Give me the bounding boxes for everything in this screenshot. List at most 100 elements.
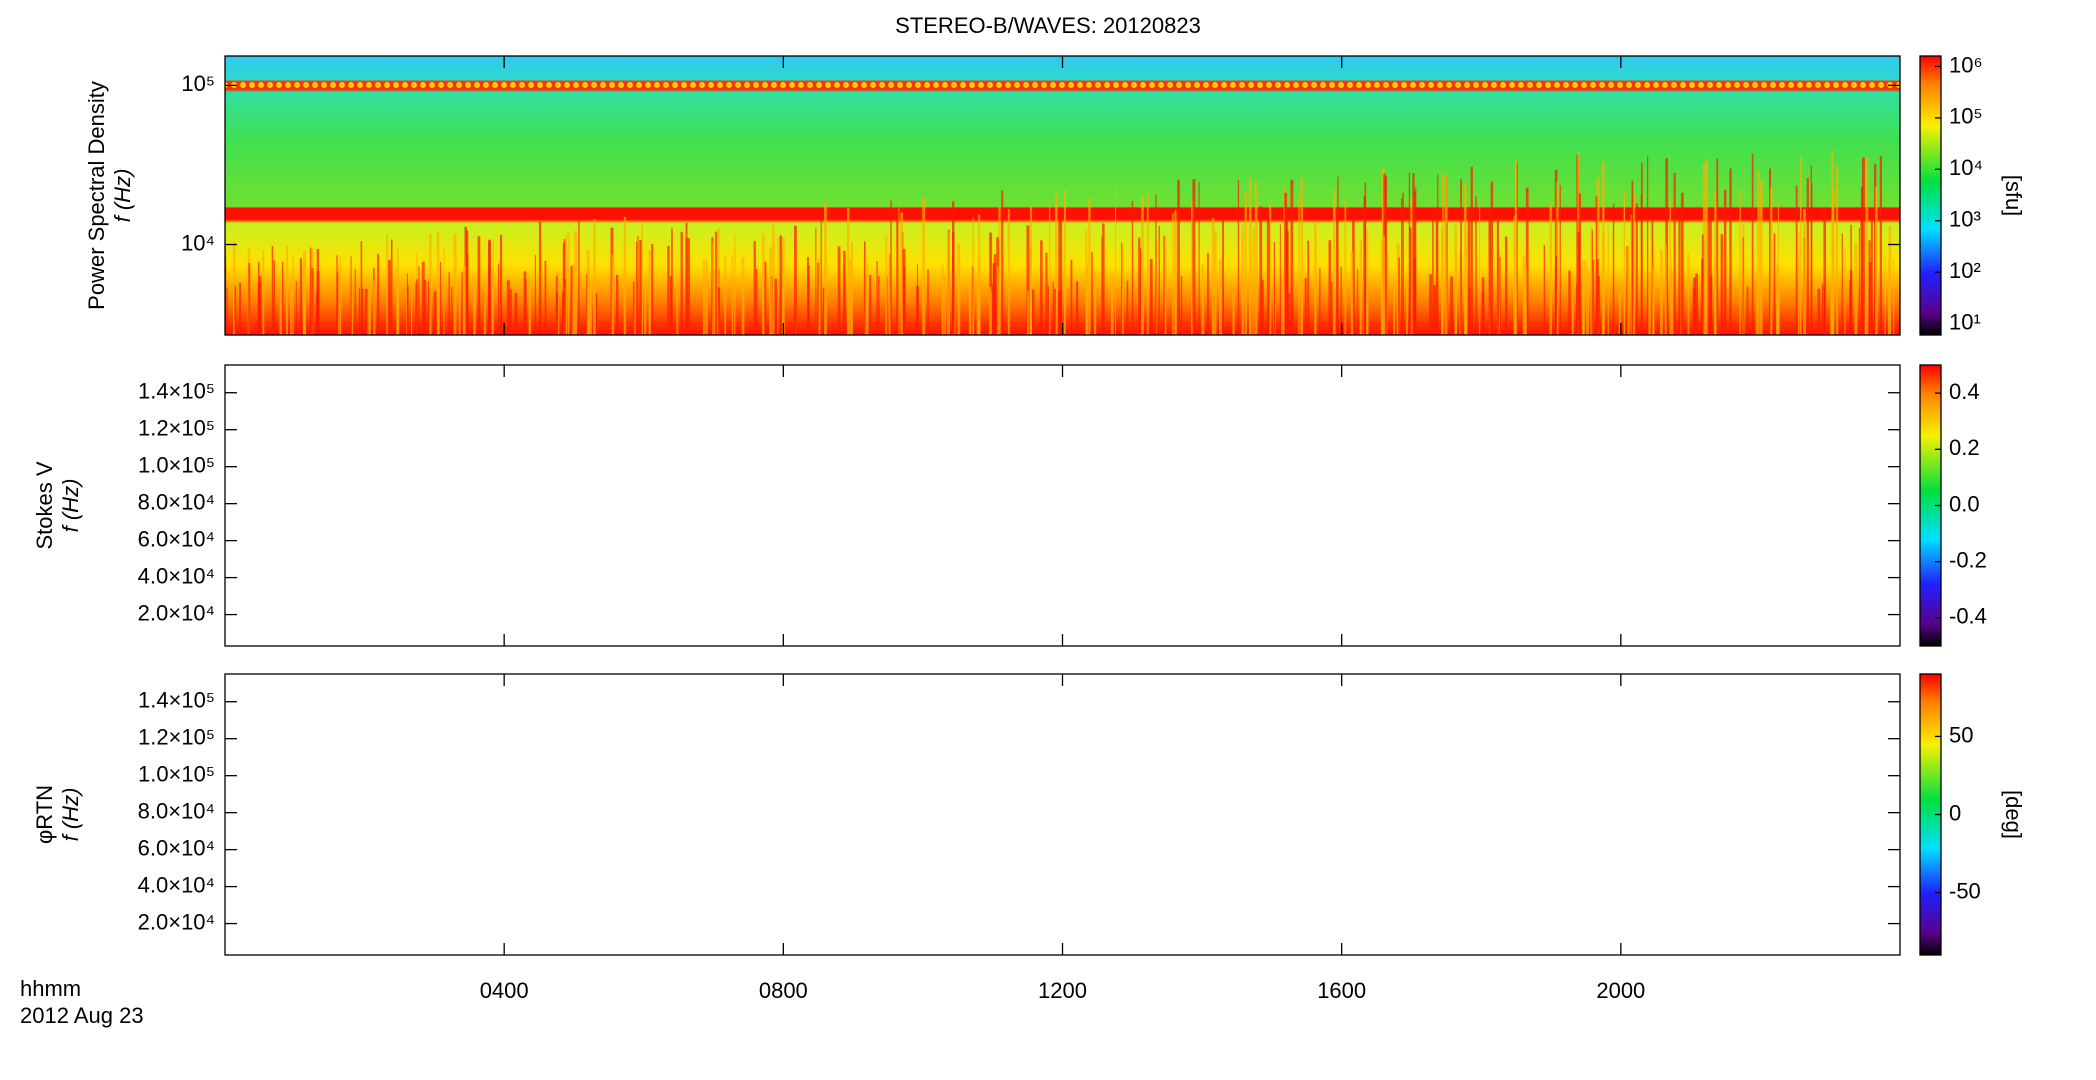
spectrogram-dot <box>1635 82 1641 88</box>
spectrogram-dot <box>1239 82 1245 88</box>
chart-title: STEREO-B/WAVES: 20120823 <box>895 13 1201 38</box>
spectrogram-dot <box>888 82 894 88</box>
spectrogram-dot <box>1698 82 1704 88</box>
spectrogram-dot <box>1122 82 1128 88</box>
spectrogram-dot <box>321 82 327 88</box>
spectrogram-dot <box>528 82 534 88</box>
spectrogram-dot <box>960 82 966 88</box>
spectrogram-dot <box>843 82 849 88</box>
spectrogram-dot <box>267 82 273 88</box>
spectrogram-dot <box>375 82 381 88</box>
spectrogram-dot <box>1680 82 1686 88</box>
spectrogram-dot <box>852 82 858 88</box>
x-tick-label: 1600 <box>1317 978 1366 1003</box>
spectrogram-dot <box>1293 82 1299 88</box>
spectrogram-dot <box>942 82 948 88</box>
spectrogram-dot <box>240 82 246 88</box>
y-tick-label: 4.0×10⁴ <box>138 872 215 897</box>
colorbar-tick-label: 0.2 <box>1949 435 1980 460</box>
spectrogram <box>225 56 1900 335</box>
spectrogram-dot <box>906 82 912 88</box>
spectrogram-dot <box>600 82 606 88</box>
y-tick-label: 8.0×10⁴ <box>138 489 215 514</box>
spectrogram-dot <box>1509 82 1515 88</box>
spectrogram-dot <box>825 82 831 88</box>
spectrogram-dot <box>1095 82 1101 88</box>
spectrogram-dot <box>834 82 840 88</box>
spectrogram-dot <box>1707 82 1713 88</box>
spectrogram-dot <box>645 82 651 88</box>
y-tick-label: 2.0×10⁴ <box>138 909 215 934</box>
spectrogram-dot <box>474 82 480 88</box>
spectrogram-dot <box>1005 82 1011 88</box>
spectrogram-dot <box>1365 82 1371 88</box>
spectrogram-dot <box>654 82 660 88</box>
spectrogram-dot <box>357 82 363 88</box>
y-tick-label: 1.4×10⁵ <box>138 688 215 713</box>
date-label: 2012 Aug 23 <box>20 1003 144 1028</box>
spectrogram-dot <box>933 82 939 88</box>
plot-frame <box>224 673 1901 956</box>
spectrogram-dot <box>348 82 354 88</box>
spectrogram-dot <box>258 82 264 88</box>
y-tick-label: 6.0×10⁴ <box>138 835 215 860</box>
spectrogram-dot <box>429 82 435 88</box>
spectrogram-dot <box>1311 82 1317 88</box>
spectrogram-dot <box>1149 82 1155 88</box>
colorbar-tick-label: 50 <box>1949 722 1973 747</box>
spectrogram-dot <box>1482 82 1488 88</box>
colorbar-tick-label: 10¹ <box>1949 309 1981 334</box>
spectrogram-dot <box>1140 82 1146 88</box>
colorbar-label: [sfu] <box>2001 175 2026 217</box>
y-tick-label: 4.0×10⁴ <box>138 563 215 588</box>
spectrogram-dot <box>1356 82 1362 88</box>
y-tick-label: 1.0×10⁵ <box>138 452 215 477</box>
spectrogram-dot <box>1059 82 1065 88</box>
colorbar-tick-label: -50 <box>1949 878 1981 903</box>
y-axis-label: Power Spectral Density <box>84 81 109 310</box>
spectrogram-dot <box>276 82 282 88</box>
spectrogram-dot <box>1167 82 1173 88</box>
spectrogram-dot <box>1851 82 1857 88</box>
spectrogram-dot <box>870 82 876 88</box>
spectrogram-dot <box>699 82 705 88</box>
spectrogram-dot <box>1185 82 1191 88</box>
spectrogram-dot <box>1347 82 1353 88</box>
spectrogram-dot <box>1752 82 1758 88</box>
spectrogram-dot <box>1590 82 1596 88</box>
y-axis-label: f (Hz) <box>110 169 135 223</box>
spectrogram-dot <box>717 82 723 88</box>
y-tick-label: 2.0×10⁴ <box>138 600 215 625</box>
spectrogram-dot <box>546 82 552 88</box>
spectrogram-dot <box>1716 82 1722 88</box>
spectrogram-dot <box>366 82 372 88</box>
spectrogram-dot <box>1446 82 1452 88</box>
plot-frame <box>224 364 1901 647</box>
colorbar-tick-label: 0.0 <box>1949 491 1980 516</box>
spectrogram-dot <box>285 82 291 88</box>
spectrogram-dot <box>339 82 345 88</box>
spectrogram-dot <box>681 82 687 88</box>
colorbar-tick-label: 10² <box>1949 258 1981 283</box>
colorbar-tick-label: -0.4 <box>1949 604 1987 629</box>
spectrogram-dot <box>564 82 570 88</box>
spectrogram-dot <box>420 82 426 88</box>
spectrogram-dot <box>1500 82 1506 88</box>
spectrogram-dot <box>1113 82 1119 88</box>
spectrogram-dot <box>924 82 930 88</box>
spectrogram-dot <box>1599 82 1605 88</box>
x-tick-label: 0400 <box>480 978 529 1003</box>
spectrogram-dot <box>573 82 579 88</box>
spectrogram-dot <box>501 82 507 88</box>
spectrogram-dot <box>1212 82 1218 88</box>
spectrogram-dot <box>456 82 462 88</box>
spectrogram-dot <box>555 82 561 88</box>
spectrogram-dot <box>987 82 993 88</box>
spectrogram-dot <box>510 82 516 88</box>
spectrogram-dot <box>771 82 777 88</box>
colorbar-label: [deg] <box>2001 790 2026 839</box>
spectrogram-dot <box>1221 82 1227 88</box>
spectrogram-dot <box>1473 82 1479 88</box>
spectrogram-dot <box>1572 82 1578 88</box>
spectrogram-dot <box>1302 82 1308 88</box>
